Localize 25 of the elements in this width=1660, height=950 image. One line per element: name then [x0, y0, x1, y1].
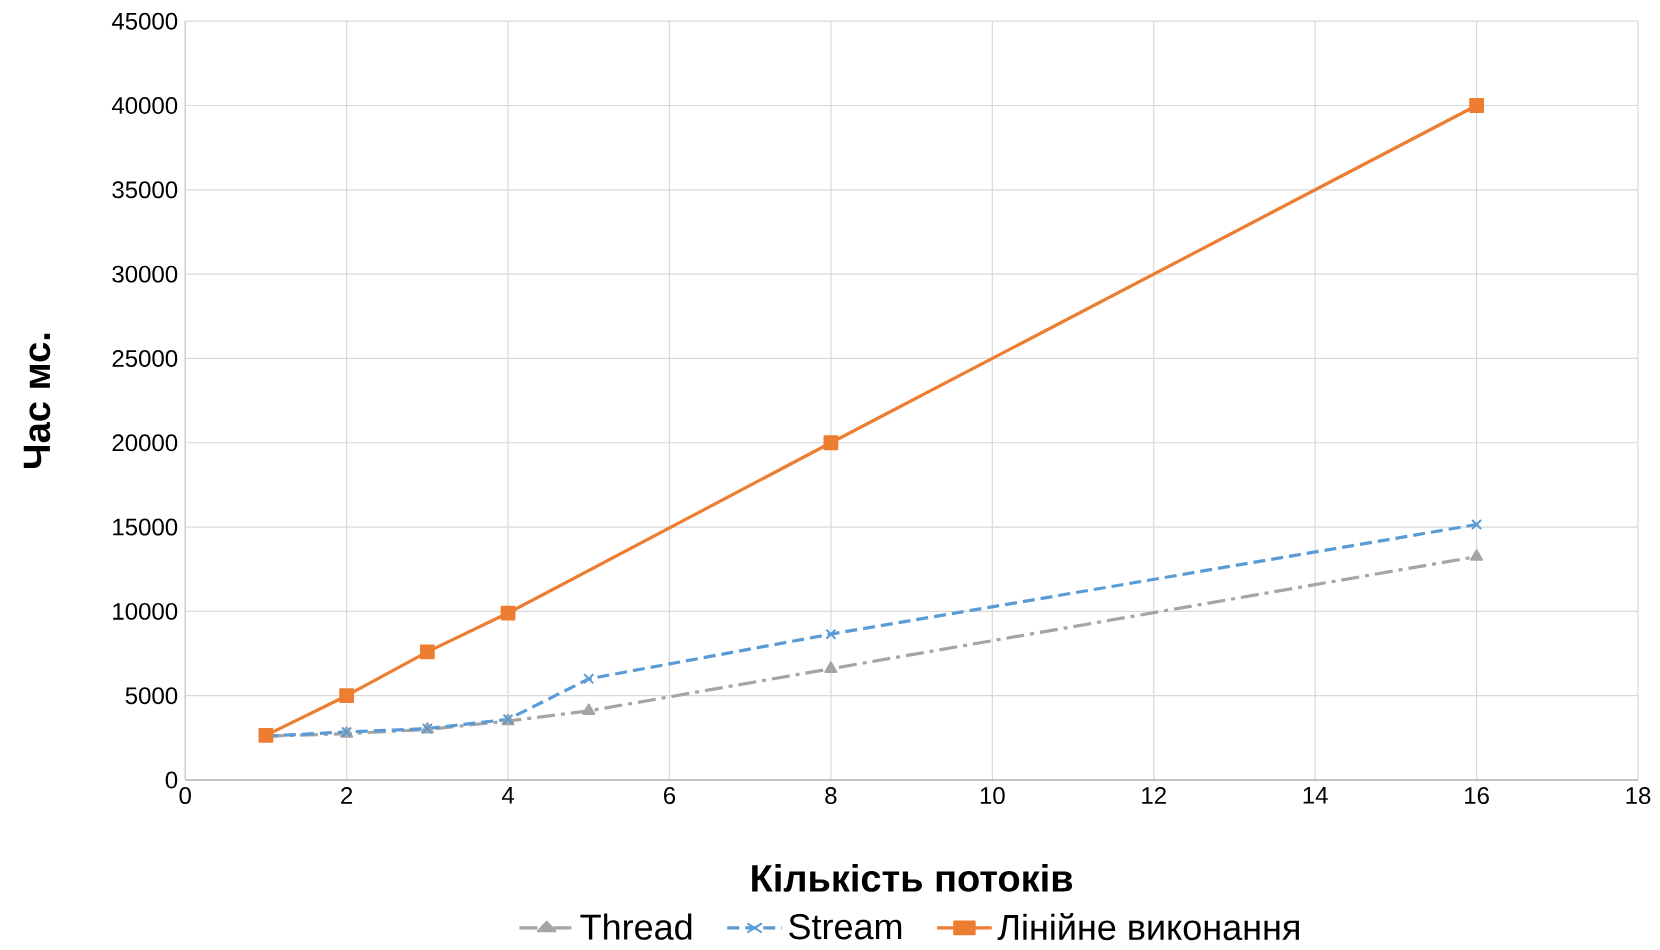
y-tick-label: 40000 [111, 97, 178, 114]
y-tick-label: 10000 [113, 602, 178, 620]
x-axis-title: Кількість потоків [752, 863, 1073, 892]
x-tick-label: 14 [1303, 787, 1328, 804]
y-tick-label: 15000 [113, 518, 178, 536]
x-tick-label: 6 [664, 787, 676, 805]
y-tick-label: 5000 [125, 687, 178, 705]
x-tick-label: 18 [1626, 787, 1651, 805]
y-tick-label: 35000 [112, 181, 178, 199]
y-tick-label: 30000 [112, 265, 178, 283]
legend-label: Thread [580, 913, 692, 940]
legend-label: Лінійне виконання [997, 913, 1299, 941]
y-tick-label: 45000 [111, 12, 178, 30]
x-tick-label: 10 [980, 787, 1005, 805]
y-tick-label: 25000 [112, 349, 178, 367]
legend-label: Stream [789, 913, 902, 940]
x-tick-label: 16 [1465, 787, 1489, 805]
y-tick-label: 0 [165, 771, 178, 789]
x-tick-label: 4 [501, 787, 515, 804]
y-axis-title: Час мс. [23, 333, 51, 468]
x-tick-label: 12 [1142, 787, 1166, 804]
x-tick-label: 8 [825, 787, 837, 805]
x-tick-label: 0 [179, 787, 191, 805]
x-tick-label: 2 [341, 787, 353, 804]
y-tick-label: 20000 [112, 434, 178, 452]
